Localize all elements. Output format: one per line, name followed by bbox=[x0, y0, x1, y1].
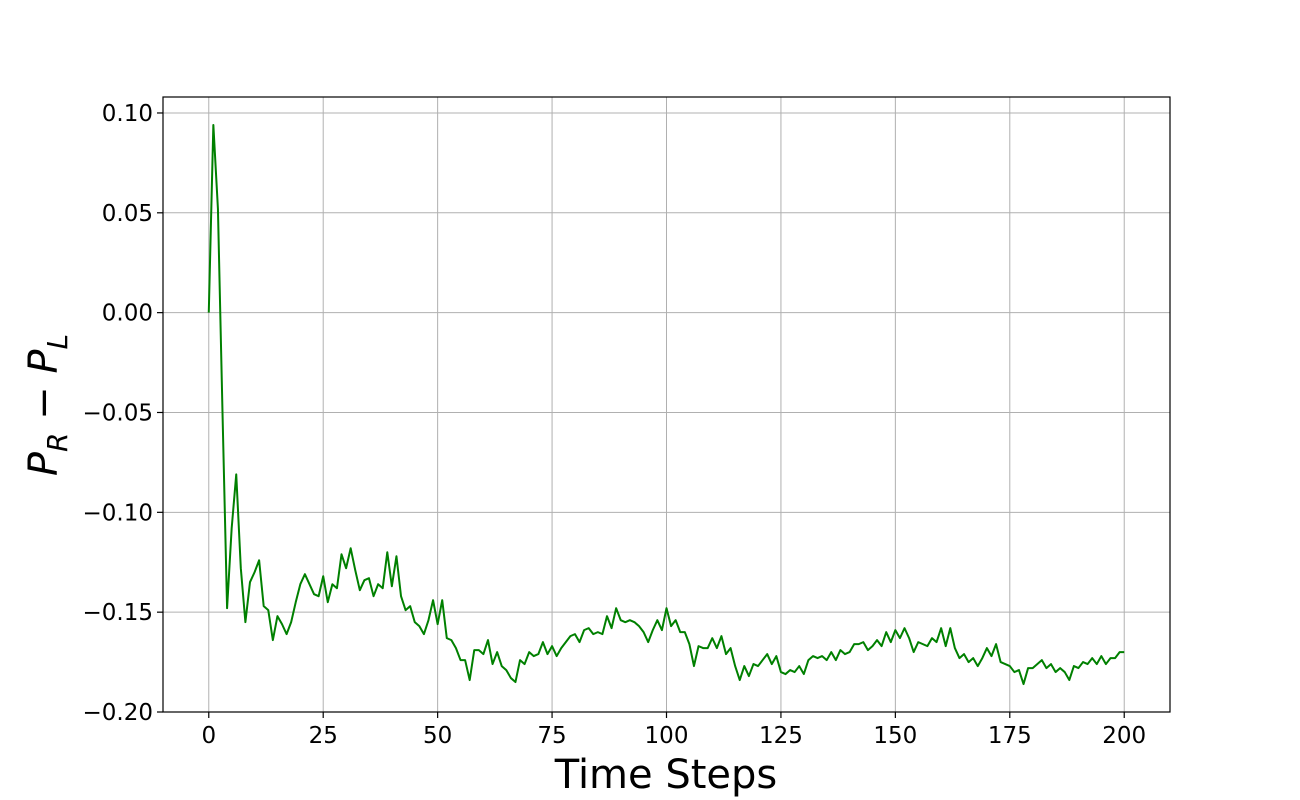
x-tick-label: 100 bbox=[645, 723, 689, 749]
x-axis-label: Time Steps bbox=[554, 752, 778, 798]
y-tick-label: −0.05 bbox=[83, 400, 153, 426]
x-tick-label: 150 bbox=[873, 723, 917, 749]
grid-lines bbox=[163, 97, 1170, 713]
y-label-main: P bbox=[21, 451, 67, 476]
x-tick-label: 200 bbox=[1102, 723, 1146, 749]
y-tick-label: −0.20 bbox=[83, 700, 153, 726]
series-line bbox=[207, 123, 1125, 686]
y-tick-label: 0.05 bbox=[102, 201, 153, 227]
x-tick-label: 0 bbox=[201, 723, 216, 749]
x-tick-label: 125 bbox=[759, 723, 803, 749]
y-axis-ticks: 0.10 0.05 0.00 −0.05 −0.10 −0.15 −0.20 bbox=[83, 101, 163, 726]
y-tick-label: −0.10 bbox=[83, 500, 153, 526]
y-label-sub1: R bbox=[41, 433, 74, 452]
x-tick-label: 25 bbox=[309, 723, 338, 749]
y-label-operator: − bbox=[21, 374, 67, 433]
y-tick-label: 0.10 bbox=[102, 101, 153, 127]
x-tick-label: 75 bbox=[537, 723, 566, 749]
y-tick-label: −0.15 bbox=[83, 600, 153, 626]
y-label-sub2: L bbox=[41, 334, 74, 350]
y-tick-label: 0.00 bbox=[102, 301, 153, 327]
x-tick-label: 175 bbox=[988, 723, 1032, 749]
y-axis-label: PR − PL bbox=[21, 334, 74, 476]
x-tick-label: 50 bbox=[423, 723, 452, 749]
series-layer bbox=[207, 123, 1125, 686]
x-axis-ticks: 0 25 50 75 100 125 150 175 200 bbox=[201, 712, 1146, 749]
y-label-main2: P bbox=[21, 349, 67, 374]
